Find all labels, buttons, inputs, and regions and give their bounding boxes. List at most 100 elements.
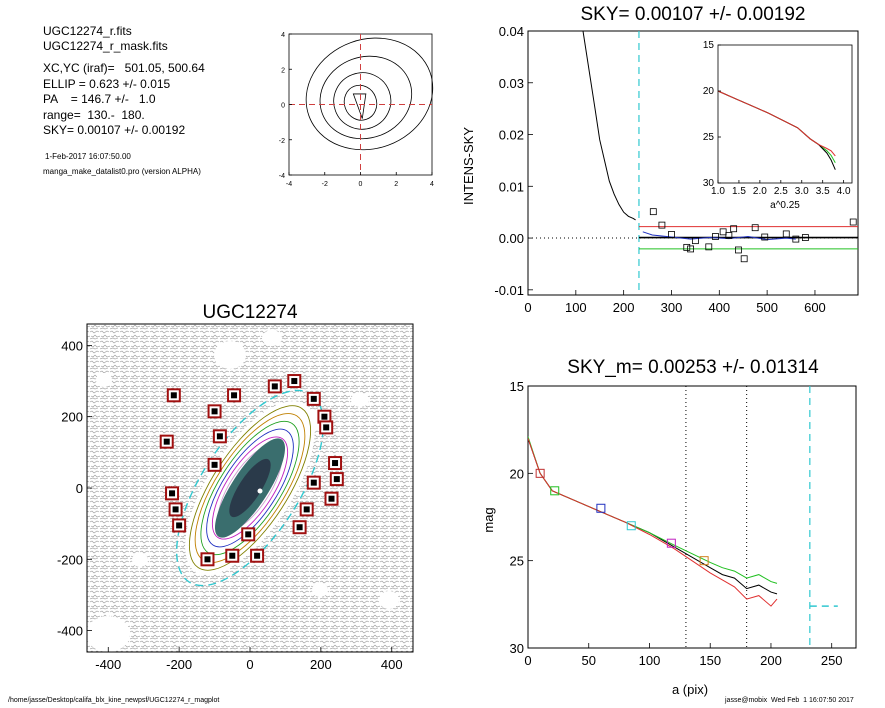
galaxy-xtick-label: 400 [381,657,403,672]
contour-ytick-label: 4 [281,32,285,39]
masked-region-core [332,460,339,467]
sky-inset-xtick-label: 1.0 [711,186,725,197]
galaxy-ytick-label: 0 [76,481,83,496]
galaxy-center-dot [257,488,263,494]
sky-xtick-label: 600 [804,300,826,315]
mag-ytick-label: 30 [510,641,524,656]
sky-sample-box [730,225,738,233]
sky-sample-box [801,234,809,241]
contour-line [343,84,378,121]
galaxy-inner-core [229,458,271,518]
mag-profile-line [528,436,778,584]
mag-marker-box [535,468,545,478]
masked-region-core [291,378,298,385]
contour-ytick-label: -2 [279,138,285,145]
mag-xtick-label: 100 [639,653,661,668]
sky-inset-ytick-label: 30 [703,178,715,189]
contour-xtick-label: 2 [394,181,398,188]
sky-sample-box [649,208,657,216]
mag-xtick-label: 0 [524,653,531,668]
contour-ytick-label: 2 [281,67,285,74]
galaxy-image-plot: UGC12274 -400 -200 0 200 400 400 200 0 -200 -400 [57,302,414,672]
mag-ytick-label: 25 [510,554,524,569]
sky-ytick-label: 0.02 [499,128,524,143]
masked-region-core [321,413,328,420]
masked-region-core [271,383,278,390]
sky-inset-line [717,90,836,157]
mag-ytick-label: 20 [510,466,524,481]
masked-region-core [172,506,179,513]
masked-region-core [216,433,223,440]
sky-inset-xtick-label: 2.0 [753,186,767,197]
masked-region-core [163,438,170,445]
sky-inset-ytick-label: 15 [703,40,715,51]
mag-ylabel: mag [481,507,496,532]
galaxy-xtick-label: -400 [95,657,121,672]
sky-ytick-label: 0.04 [499,24,524,39]
mag-profile-line [528,438,778,595]
mag-title: SKY_m= 0.00253 +/- 0.01314 [567,357,819,378]
header-range: range= 130.- 180. [43,108,145,122]
masked-region-core [296,524,303,531]
masked-region-core [328,495,335,502]
galaxy-ytick-label: -200 [57,552,83,567]
sky-sample-box [761,233,769,241]
mag-xtick-label: 200 [760,653,782,668]
contour-xtick-label: -2 [322,181,328,188]
sky-ytick-label: -0.01 [494,283,524,298]
mag-profile-plot: SKY_m= 0.00253 +/- 0.01314 mag a (pix) 0… [481,357,857,697]
masked-region-core [211,461,218,468]
sky-sample-box [683,243,691,251]
galaxy-isophote [211,436,289,540]
sky-blue-profile [642,231,796,241]
sky-sample-box [740,255,748,263]
masked-region-core [333,476,340,483]
contour-line [319,55,413,140]
contour-inset: -4 -2 0 2 4 4 2 0 -2 -4 [279,32,434,188]
masked-region-core [229,552,236,559]
masked-region-core [169,490,176,497]
mag-xtick-label: 50 [582,653,596,668]
sky-profile-plot: SKY= 0.00107 +/- 0.00192 INTENS-SKY 0 100… [461,4,859,315]
header-pa: PA = 146.7 +/- 1.0 [43,92,156,106]
header-ellip: ELLIP = 0.623 +/- 0.015 [43,77,171,91]
sky-sample-box [705,243,713,251]
header-sky: SKY= 0.00107 +/- 0.00192 [43,123,186,137]
masked-region-core [310,395,317,402]
sky-inset-xtick-label: 4.0 [837,186,851,197]
mag-xtick-label: 150 [699,653,721,668]
header-program: manga_make_datalist0.pro (version ALPHA) [43,167,201,176]
contour-ytick-label: 0 [281,103,285,110]
mag-ytick-label: 15 [510,379,524,394]
sky-sample-box [725,232,733,239]
galaxy-ytick-label: -400 [57,624,83,639]
galaxy-ytick-label: 400 [61,338,83,353]
sky-ytick-label: 0.03 [499,76,524,91]
masked-region-core [254,552,261,559]
galaxy-isophote [206,428,294,548]
sky-xtick-label: 0 [524,300,531,315]
header-center: XC,YC (iraf)= 501.05, 500.64 [43,61,205,75]
masked-region-core [204,556,211,563]
sky-xtick-label: 500 [756,300,778,315]
sky-inset-ytick-label: 25 [703,132,715,143]
mag-marker-box [596,503,606,513]
contour-line [305,37,434,151]
contour-xtick-label: -4 [286,181,292,188]
header-filename: UGC12274_r.fits [43,24,132,38]
footer-user: jasse@mobix Wed Feb 1 16:07:50 2017 [725,697,854,704]
mag-marker-box [626,521,636,531]
sky-xtick-label: 100 [565,300,587,315]
contour-ytick-label: -4 [279,173,285,180]
sky-sample-box [782,230,790,238]
sky-sample-box [712,233,719,240]
sky-sample-box [751,224,759,232]
header-date: 1-Feb-2017 16:07:50.00 [45,152,131,161]
sky-xtick-label: 400 [708,300,730,315]
sky-sample-box [668,231,675,238]
mag-xlabel: a (pix) [672,682,708,697]
masked-region-core [310,479,317,486]
sky-inset-xlabel: a^0.25 [770,200,800,211]
masked-region-core [176,522,183,529]
